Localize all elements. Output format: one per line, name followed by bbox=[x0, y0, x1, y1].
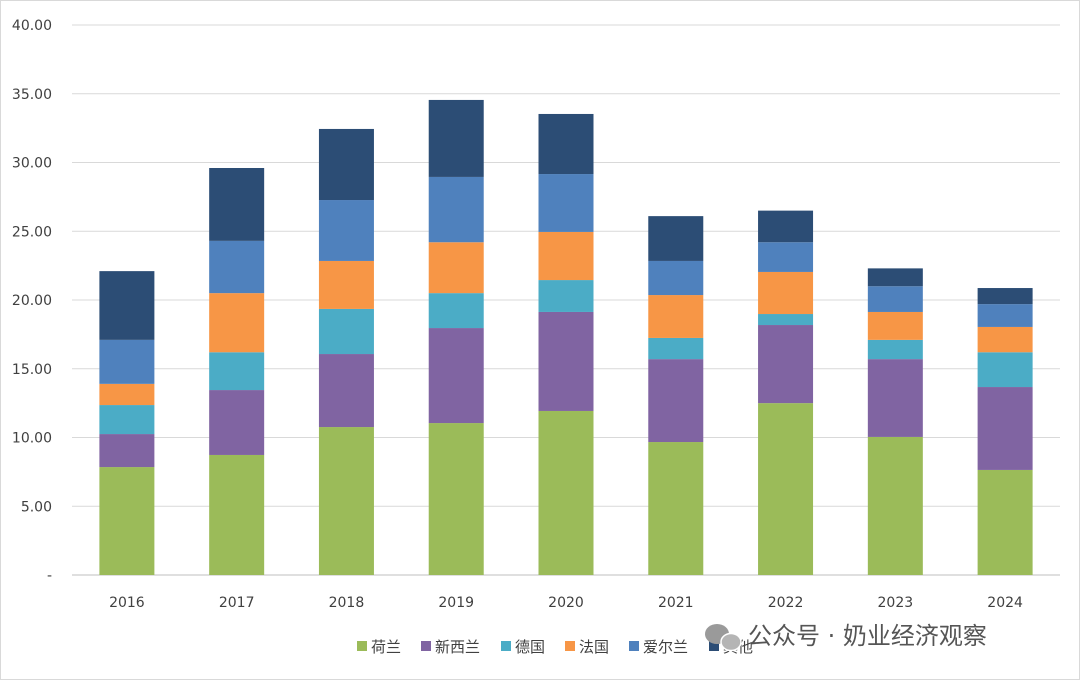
bar-segment-2016-s3 bbox=[99, 383, 155, 406]
bar-segment-2024-s3 bbox=[977, 326, 1033, 353]
bar-segment-2019-s2 bbox=[428, 293, 484, 329]
bar-segment-2018-s4 bbox=[318, 200, 374, 261]
legend-item: 德国 bbox=[501, 638, 545, 656]
bar-segment-2019-s4 bbox=[428, 176, 484, 243]
legend-swatch bbox=[709, 641, 719, 651]
bar-segment-2024-s0 bbox=[977, 469, 1033, 575]
bar-segment-2022-s2 bbox=[758, 314, 814, 326]
bar-segment-2018-s1 bbox=[318, 354, 374, 428]
legend-item: 荷兰 bbox=[357, 638, 401, 656]
legend-item: 新西兰 bbox=[421, 638, 480, 656]
bar-segment-2019-s0 bbox=[428, 423, 484, 575]
bar-segment-2023-s2 bbox=[867, 339, 923, 360]
legend-swatch bbox=[565, 641, 575, 651]
bar-segment-2024-s1 bbox=[977, 387, 1033, 470]
bar-segment-2022-s5 bbox=[758, 210, 814, 243]
bar-segment-2016-s5 bbox=[99, 271, 155, 340]
bar-segment-2023-s4 bbox=[867, 286, 923, 312]
bar-segment-2016-s1 bbox=[99, 434, 155, 468]
bar-segment-2022-s0 bbox=[758, 403, 814, 575]
wechat-icon bbox=[705, 624, 742, 652]
x-tick-label: 2018 bbox=[329, 595, 365, 611]
legend-label: 德国 bbox=[515, 638, 545, 656]
bar-segment-2020-s4 bbox=[538, 174, 594, 232]
x-tick-label: 2020 bbox=[548, 595, 584, 611]
bar-segment-2017-s3 bbox=[209, 293, 265, 353]
bar-segment-2020-s0 bbox=[538, 410, 594, 575]
bar-segment-2020-s5 bbox=[538, 113, 594, 175]
bar-segment-2021-s3 bbox=[648, 295, 704, 338]
legend-label: 荷兰 bbox=[371, 638, 401, 656]
bar-segment-2018-s0 bbox=[318, 427, 374, 575]
bar-segment-2021-s5 bbox=[648, 216, 704, 261]
bar-segment-2023-s3 bbox=[867, 311, 923, 340]
legend-label: 新西兰 bbox=[435, 638, 480, 656]
bar-segment-2019-s5 bbox=[428, 99, 484, 177]
bar-segment-2024-s4 bbox=[977, 304, 1033, 327]
legend-swatch bbox=[421, 641, 431, 651]
legend-label: 法国 bbox=[579, 638, 609, 656]
bar-segment-2023-s5 bbox=[867, 268, 923, 287]
bar-segment-2022-s1 bbox=[758, 325, 814, 404]
bar-segment-2018-s2 bbox=[318, 308, 374, 355]
x-tick-label: 2016 bbox=[109, 595, 145, 611]
bar-segment-2017-s4 bbox=[209, 240, 265, 294]
y-tick-label: 20.00 bbox=[12, 293, 52, 309]
legend-swatch bbox=[357, 641, 367, 651]
y-tick-label: 15.00 bbox=[12, 362, 52, 378]
x-tick-label: 2024 bbox=[987, 595, 1023, 611]
legend-label: 爱尔兰 bbox=[643, 638, 688, 656]
y-tick-label: 10.00 bbox=[12, 431, 52, 447]
y-tick-label: - bbox=[47, 568, 52, 584]
bar-segment-2016-s4 bbox=[99, 339, 155, 384]
legend-item: 法国 bbox=[565, 638, 609, 656]
y-tick-label: 35.00 bbox=[12, 87, 52, 103]
bar-segment-2019-s3 bbox=[428, 242, 484, 294]
x-tick-label: 2023 bbox=[878, 595, 914, 611]
watermark-text: 公众号 · 奶业经济观察 bbox=[748, 622, 987, 650]
x-tick-label: 2019 bbox=[438, 595, 474, 611]
bar-segment-2023-s1 bbox=[867, 359, 923, 437]
legend-item: 爱尔兰 bbox=[629, 638, 688, 656]
legend-swatch bbox=[501, 641, 511, 651]
bar-segment-2021-s1 bbox=[648, 359, 704, 443]
legend-swatch bbox=[629, 641, 639, 651]
bar-segment-2016-s2 bbox=[99, 405, 155, 435]
bar-segment-2021-s0 bbox=[648, 442, 704, 575]
bar-segment-2023-s0 bbox=[867, 436, 923, 575]
bar-segment-2018-s5 bbox=[318, 128, 374, 201]
bar-segment-2020-s2 bbox=[538, 280, 594, 312]
bar-segment-2022-s3 bbox=[758, 271, 814, 315]
bar-segment-2019-s1 bbox=[428, 328, 484, 424]
bar-segment-2017-s1 bbox=[209, 390, 265, 455]
bar-segment-2017-s0 bbox=[209, 454, 265, 575]
y-tick-label: 5.00 bbox=[21, 499, 52, 515]
bar-segment-2020-s1 bbox=[538, 311, 594, 411]
bar-segment-2020-s3 bbox=[538, 231, 594, 281]
bar-segment-2021-s2 bbox=[648, 337, 704, 360]
y-tick-label: 30.00 bbox=[12, 156, 52, 172]
y-tick-label: 40.00 bbox=[12, 18, 52, 34]
bar-segment-2016-s0 bbox=[99, 467, 155, 575]
bar-segment-2022-s4 bbox=[758, 242, 814, 272]
x-tick-label: 2017 bbox=[219, 595, 255, 611]
bar-segment-2024-s5 bbox=[977, 288, 1033, 305]
y-tick-label: 25.00 bbox=[12, 224, 52, 240]
bar-segment-2017-s2 bbox=[209, 352, 265, 391]
watermark: 公众号 · 奶业经济观察 bbox=[705, 622, 987, 652]
x-tick-label: 2022 bbox=[768, 595, 804, 611]
bar-segment-2021-s4 bbox=[648, 260, 704, 296]
bar-segment-2024-s2 bbox=[977, 352, 1033, 388]
bar-segment-2018-s3 bbox=[318, 260, 374, 309]
x-tick-label: 2021 bbox=[658, 595, 694, 611]
bar-segment-2017-s5 bbox=[209, 168, 265, 241]
